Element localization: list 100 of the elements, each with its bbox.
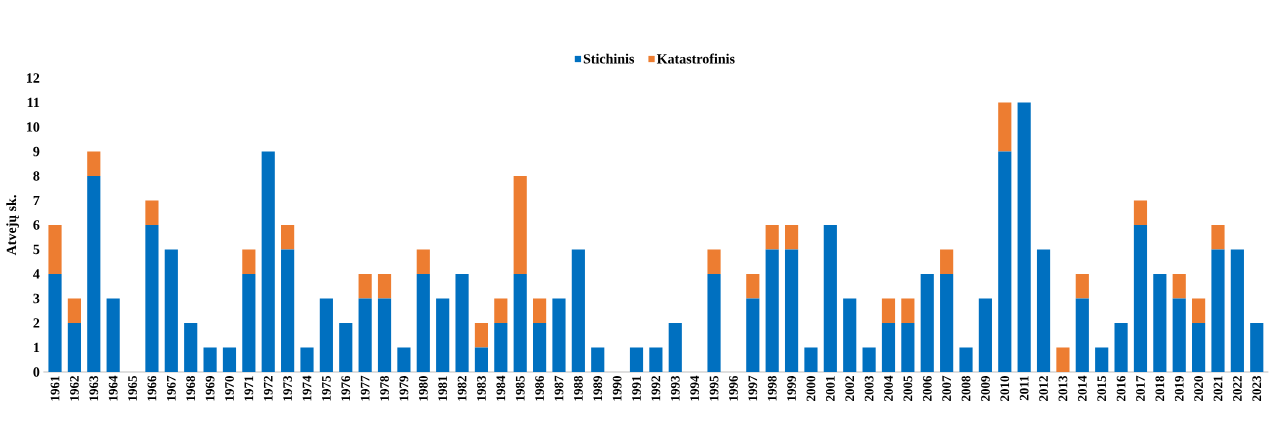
bar (552, 298, 566, 372)
bar (377, 273, 392, 299)
x-tick-label: 1993 (670, 375, 680, 401)
bar (784, 224, 799, 250)
x-tick-label: 1981 (438, 376, 448, 401)
bar (901, 322, 915, 372)
x-tick-label: 1985 (515, 376, 525, 401)
x-tick-label: 1973 (283, 375, 292, 401)
bar (1230, 249, 1244, 372)
x-tick-label: 1991 (632, 376, 641, 401)
bar (377, 298, 392, 372)
bar (707, 249, 721, 274)
y-tick-label: 10 (26, 122, 40, 132)
bar (823, 224, 837, 372)
bar (242, 249, 256, 274)
y-tick-label: 12 (26, 73, 40, 83)
y-tick-label: 2 (33, 318, 40, 328)
x-tick-label: 1999 (787, 375, 796, 401)
x-tick-label: 2005 (903, 376, 913, 401)
x-tick-label: 1972 (263, 376, 273, 401)
x-tick-label: 1969 (205, 375, 215, 401)
x-tick-label: 1989 (593, 375, 603, 401)
x-tick-label: 1977 (360, 375, 370, 401)
bar (67, 298, 81, 323)
bar (1133, 224, 1148, 372)
bar (533, 298, 547, 323)
bar (474, 347, 489, 372)
x-tick-label: 2001 (825, 376, 835, 401)
bar (184, 322, 198, 372)
bar (242, 273, 256, 372)
x-tick-label: 1963 (89, 375, 99, 401)
x-tick-label: 2010 (1000, 376, 1010, 401)
x-tick-label: 2006 (922, 375, 932, 401)
x-tick-label: 1974 (302, 375, 312, 401)
bar (300, 347, 314, 372)
bar (881, 322, 896, 372)
bar (1114, 322, 1128, 372)
bar (339, 322, 353, 372)
bar (436, 298, 450, 372)
x-tick-label: 1975 (322, 376, 331, 401)
bar (901, 298, 915, 323)
y-tick-label: 0 (33, 367, 40, 377)
bar (397, 347, 411, 372)
x-tick-label: 2004 (884, 375, 893, 401)
y-tick-label: 3 (33, 293, 40, 304)
x-tick-label: 2021 (1213, 376, 1223, 401)
x-tick-label: 1995 (709, 376, 719, 401)
bar (746, 298, 760, 372)
bar (494, 298, 508, 323)
x-tick-label: 1987 (554, 375, 564, 401)
x-tick-label: 1996 (729, 375, 738, 401)
bar (784, 249, 799, 372)
bar (1192, 322, 1206, 372)
bar (67, 322, 81, 372)
x-tick-label: 1964 (108, 375, 118, 401)
bar (261, 151, 275, 372)
bar (1211, 249, 1225, 372)
x-tick-label: 1992 (651, 376, 661, 401)
bar (998, 102, 1012, 152)
x-tick-label: 2019 (1174, 375, 1184, 401)
x-tick-label: 1971 (244, 376, 254, 401)
x-tick-label: 1978 (380, 375, 389, 401)
bar (804, 347, 818, 372)
x-tick-label: 2002 (845, 376, 855, 401)
bar (571, 249, 585, 372)
bar (358, 298, 372, 372)
x-tick-label: 2007 (942, 375, 952, 401)
bar (920, 273, 934, 372)
bar (649, 347, 663, 372)
x-tick-label: 1982 (457, 376, 467, 401)
x-tick-label: 2009 (981, 375, 990, 401)
legend-label: Stichinis (583, 53, 635, 64)
bar (1075, 298, 1089, 372)
x-tick-label: 1980 (418, 376, 428, 401)
bar (48, 224, 62, 274)
bar (319, 298, 333, 372)
y-tick-label: 6 (33, 220, 40, 230)
x-tick-label: 2008 (961, 375, 971, 401)
x-tick-label: 2000 (806, 376, 816, 401)
bar (998, 151, 1012, 372)
bar (145, 200, 159, 225)
bar (1153, 273, 1167, 372)
x-tick-label: 1983 (477, 375, 486, 401)
y-axis-title: Atvejų sk. (6, 195, 19, 256)
x-tick-label: 1998 (767, 375, 777, 401)
bar (222, 347, 237, 372)
x-tick-label: 1990 (612, 376, 622, 401)
bar (1192, 298, 1206, 323)
x-tick-label: 1962 (70, 376, 79, 401)
x-tick-label: 2013 (1058, 375, 1068, 401)
bar (164, 249, 178, 372)
x-tick-label: 2018 (1155, 375, 1165, 401)
x-tick-label: 2012 (1039, 376, 1048, 401)
x-tick-label: 2020 (1194, 376, 1203, 401)
bar (1250, 322, 1264, 372)
bar (629, 347, 644, 372)
x-tick-label: 2022 (1232, 376, 1242, 401)
bar (455, 273, 469, 372)
bar (106, 298, 120, 372)
y-tick-label: 1 (33, 342, 40, 353)
